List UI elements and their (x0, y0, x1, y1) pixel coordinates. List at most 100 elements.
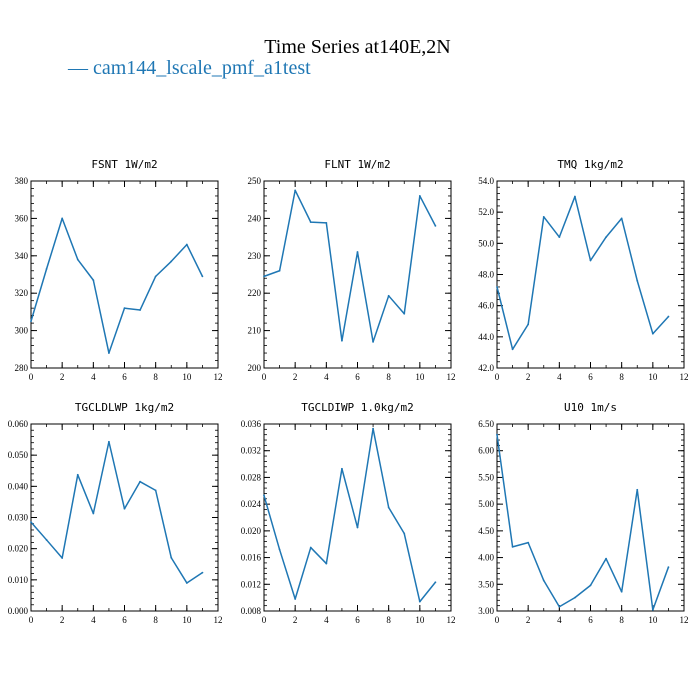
y-tick-label: 320 (15, 288, 29, 298)
y-tick-label: 6.50 (478, 419, 494, 429)
y-tick-label: 220 (248, 288, 262, 298)
y-tick-label: 3.50 (478, 579, 494, 589)
x-tick-label: 2 (293, 615, 298, 625)
x-tick-label: 2 (60, 615, 65, 625)
data-point (558, 236, 561, 239)
series-line (263, 427, 437, 603)
x-tick-label: 6 (122, 372, 127, 382)
y-tick-label: 280 (15, 363, 29, 373)
data-point (589, 584, 592, 587)
data-point (667, 315, 670, 318)
data-point (294, 189, 297, 192)
y-tick-label: 200 (248, 363, 262, 373)
plot-frame (30, 180, 219, 369)
data-point (651, 332, 654, 335)
chart-panel-2: FLNT 1W/m2 0 2 4 6 8 10 12 200 210 220 230 240 250 (248, 158, 456, 382)
data-point (263, 275, 265, 278)
x-tick-label: 12 (447, 615, 456, 625)
x-tick-label: 8 (386, 615, 391, 625)
data-point (263, 494, 265, 497)
y-tick-label: 0.020 (8, 544, 29, 554)
x-tick-label: 8 (386, 372, 391, 382)
series-line (30, 217, 204, 354)
y-tick-label: 0.010 (8, 575, 29, 585)
y-tick-label: 48.0 (478, 270, 494, 280)
data-point (496, 286, 498, 288)
chart-title: TMQ 1kg/m2 (557, 158, 623, 171)
y-tick-label: 230 (248, 251, 262, 261)
legend-label: cam144_lscale_pmf_a1test (93, 57, 311, 79)
data-point (434, 224, 437, 227)
data-point (309, 221, 312, 224)
data-point (294, 598, 297, 600)
data-point (92, 512, 95, 515)
data-point (403, 312, 406, 315)
x-tick-label: 0 (262, 615, 267, 625)
data-point (30, 320, 32, 323)
data-point (154, 275, 157, 278)
plot-frame (30, 423, 219, 612)
data-point (108, 440, 110, 443)
data-point (372, 340, 374, 343)
x-tick-label: 12 (680, 615, 689, 625)
x-tick-label: 10 (182, 615, 192, 625)
data-point (108, 352, 110, 354)
x-tick-label: 0 (29, 615, 34, 625)
data-point (92, 279, 95, 282)
data-point (185, 582, 188, 584)
data-point (496, 433, 498, 436)
y-tick-label: 380 (15, 176, 29, 186)
y-tick-label: 240 (248, 213, 262, 223)
data-point (620, 590, 623, 593)
data-point (605, 557, 607, 560)
x-tick-label: 10 (415, 372, 425, 382)
x-tick-label: 6 (355, 615, 360, 625)
x-tick-label: 8 (619, 372, 624, 382)
data-point (387, 294, 390, 297)
y-tick-label: 210 (248, 326, 262, 336)
data-point (418, 600, 421, 603)
x-tick-label: 2 (526, 372, 531, 382)
y-tick-label: 250 (248, 176, 262, 186)
y-tick-label: 0.040 (8, 481, 29, 491)
chart-title: FSNT 1W/m2 (91, 158, 157, 171)
data-point (185, 243, 188, 246)
data-point (76, 473, 79, 476)
x-tick-label: 0 (495, 372, 500, 382)
x-tick-label: 12 (680, 372, 689, 382)
data-point (542, 579, 545, 582)
y-tick-label: 0.000 (8, 606, 29, 616)
y-tick-label: 6.00 (478, 446, 494, 456)
data-point (325, 562, 328, 565)
data-point (61, 557, 64, 559)
x-tick-label: 4 (557, 372, 562, 382)
series-line (30, 441, 203, 584)
data-point (434, 581, 437, 584)
data-point (325, 221, 328, 224)
data-point (605, 236, 607, 239)
chart-title: U10 1m/s (564, 401, 617, 414)
y-tick-label: 4.50 (478, 526, 494, 536)
data-point (170, 556, 173, 559)
x-tick-label: 4 (324, 372, 329, 382)
data-point (278, 548, 281, 551)
x-tick-label: 8 (619, 615, 624, 625)
data-point (418, 195, 421, 197)
data-point (201, 275, 204, 278)
y-tick-label: 0.020 (241, 526, 262, 536)
legend: — cam144_lscale_pmf_a1test (68, 57, 311, 80)
y-tick-label: 50.0 (478, 238, 494, 248)
y-tick-label: 0.032 (241, 446, 261, 456)
chart-title: FLNT 1W/m2 (324, 158, 390, 171)
data-point (123, 307, 126, 310)
data-point (372, 427, 374, 430)
x-tick-label: 2 (60, 372, 65, 382)
data-point (61, 217, 64, 220)
data-point (527, 323, 530, 326)
y-tick-label: 0.036 (241, 419, 262, 429)
chart-panel-4: TGCLDLWP 1kg/m2 0 2 4 6 8 10 12 0.000 0.010 0.020 0… (8, 401, 223, 625)
y-tick-label: 0.030 (8, 513, 29, 523)
x-tick-label: 0 (495, 615, 500, 625)
data-point (574, 195, 576, 198)
x-tick-label: 10 (182, 372, 192, 382)
